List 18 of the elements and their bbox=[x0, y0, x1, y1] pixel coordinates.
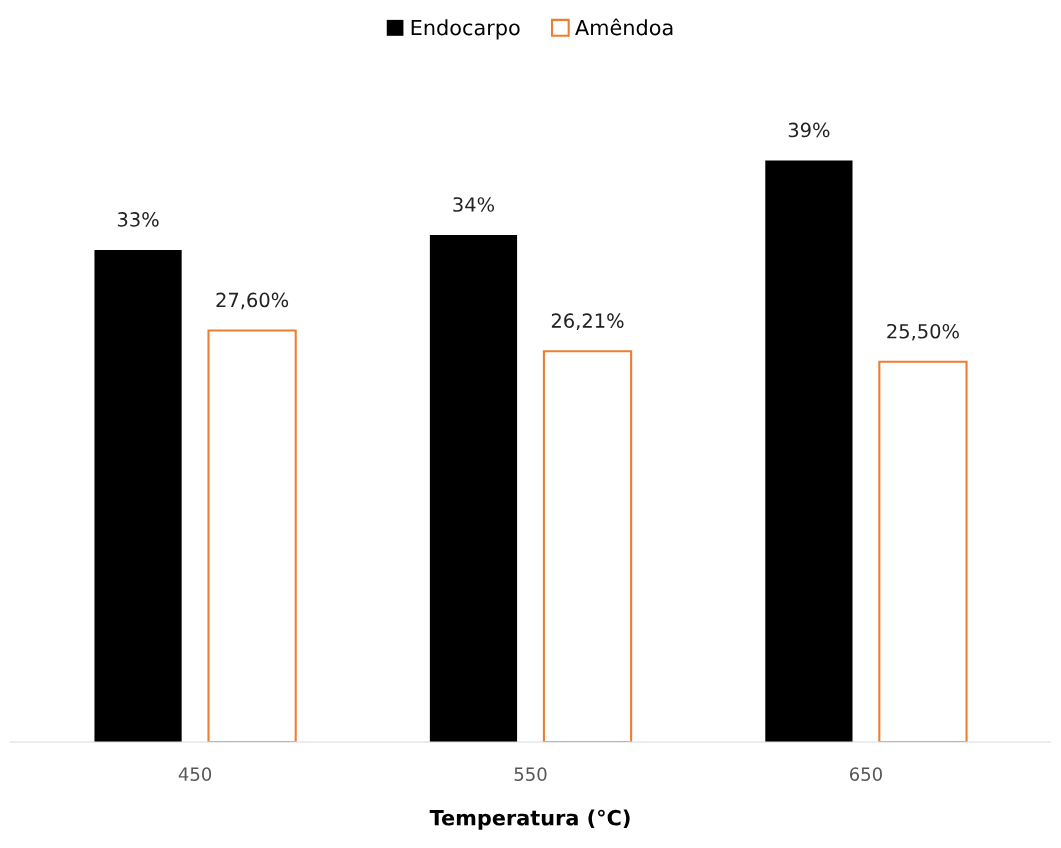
data-label: 27,60% bbox=[216, 292, 289, 310]
data-label: 25,50% bbox=[887, 323, 959, 341]
bar bbox=[207, 329, 297, 742]
bar bbox=[878, 360, 968, 742]
bar bbox=[765, 160, 853, 742]
bar bbox=[542, 350, 633, 742]
legend-label: Endocarpo bbox=[411, 19, 520, 40]
data-label: 26,21% bbox=[551, 313, 624, 330]
x-tick-label: 450 bbox=[178, 767, 212, 781]
x-axis-title: Temperatura (°C) bbox=[429, 809, 630, 830]
data-label: 33% bbox=[117, 212, 159, 227]
legend-label: Amêndoa bbox=[575, 18, 673, 36]
data-label: 34% bbox=[453, 197, 495, 212]
bar bbox=[429, 235, 518, 742]
data-label: 39% bbox=[788, 122, 830, 138]
x-tick-label: 650 bbox=[849, 767, 882, 781]
bar bbox=[94, 249, 182, 742]
x-tick-label: 550 bbox=[514, 767, 547, 781]
